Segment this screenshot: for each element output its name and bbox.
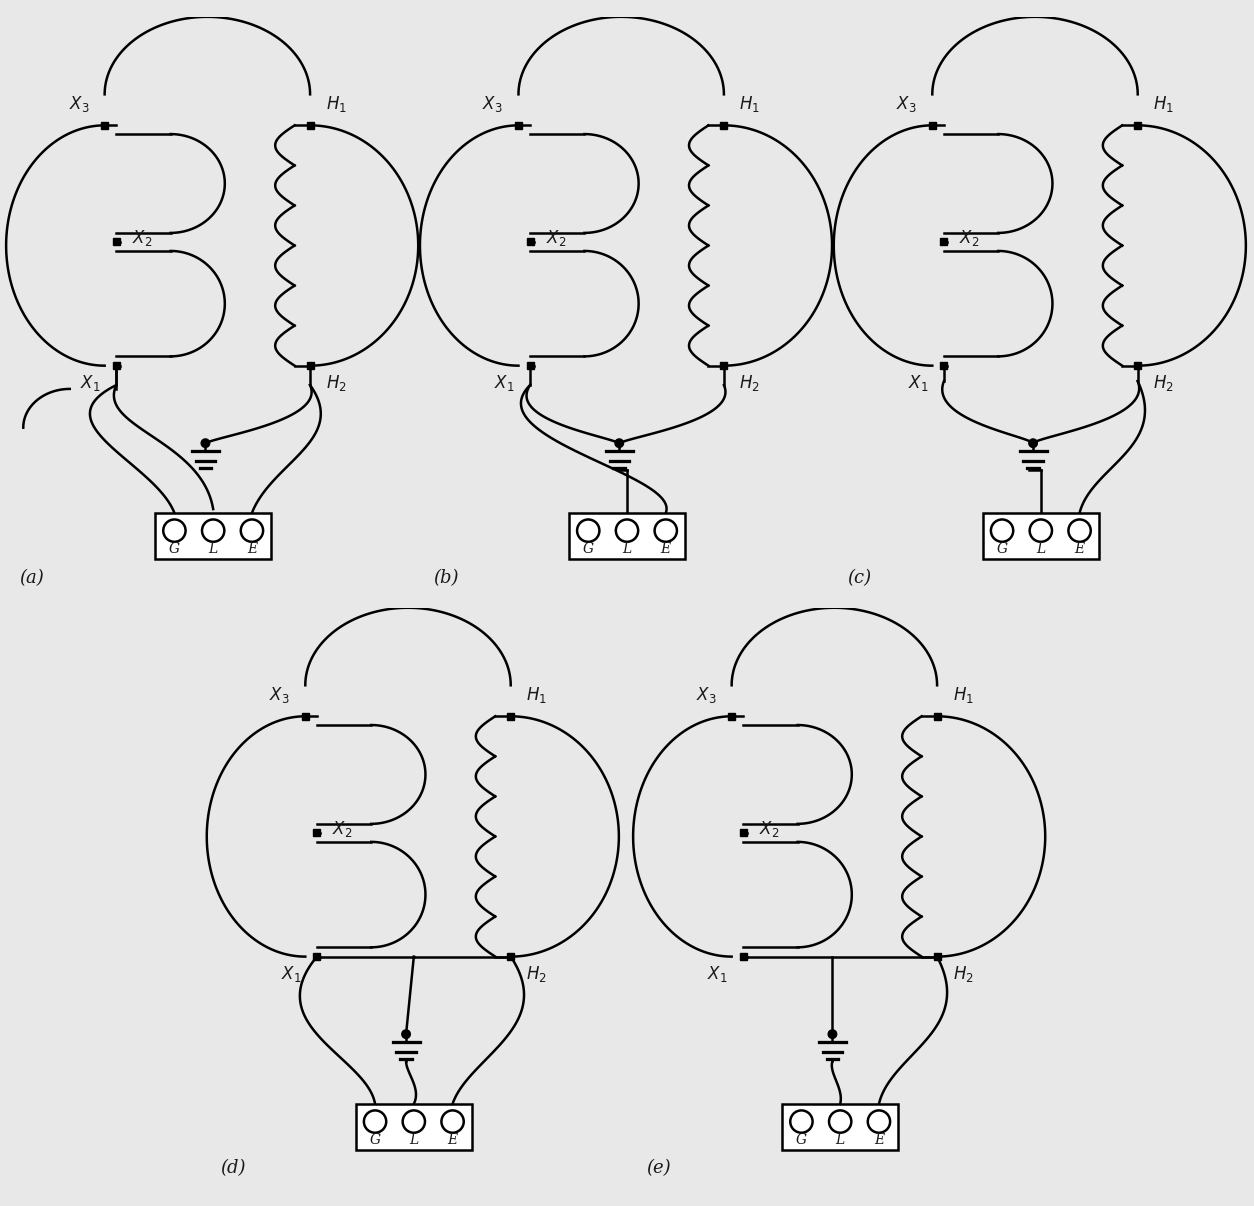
Text: $X_3$: $X_3$ — [270, 685, 290, 704]
Text: $X_3$: $X_3$ — [897, 94, 917, 113]
Circle shape — [1028, 439, 1037, 447]
Text: E: E — [874, 1134, 884, 1147]
Bar — [740, 829, 747, 836]
Text: $X_1$: $X_1$ — [80, 374, 100, 393]
Text: G: G — [796, 1134, 808, 1147]
Bar — [720, 362, 727, 369]
Text: E: E — [661, 543, 671, 556]
Bar — [314, 829, 321, 836]
Bar — [314, 953, 321, 960]
Bar — [933, 953, 940, 960]
Bar — [113, 238, 120, 245]
Text: L: L — [409, 1134, 419, 1147]
Bar — [113, 362, 120, 369]
Text: $H_2$: $H_2$ — [1154, 374, 1174, 393]
Text: $X_2$: $X_2$ — [959, 228, 979, 247]
Text: $X_1$: $X_1$ — [281, 965, 301, 984]
Bar — [507, 713, 514, 720]
Bar — [102, 122, 108, 129]
Text: $X_1$: $X_1$ — [707, 965, 727, 984]
Bar — [306, 122, 314, 129]
Circle shape — [828, 1030, 836, 1038]
Bar — [527, 362, 534, 369]
Text: $H_2$: $H_2$ — [953, 965, 973, 984]
Text: $X_2$: $X_2$ — [545, 228, 566, 247]
Text: (b): (b) — [433, 568, 459, 586]
Bar — [933, 713, 940, 720]
Text: $X_3$: $X_3$ — [69, 94, 89, 113]
Bar — [507, 953, 514, 960]
Bar — [356, 1103, 472, 1151]
Bar — [306, 362, 314, 369]
Text: L: L — [622, 543, 632, 556]
Bar — [983, 513, 1099, 560]
Text: (d): (d) — [219, 1159, 246, 1177]
Text: $X_2$: $X_2$ — [132, 228, 152, 247]
Text: $H_1$: $H_1$ — [1154, 94, 1174, 113]
Text: G: G — [997, 543, 1008, 556]
Bar — [302, 713, 308, 720]
Text: $H_1$: $H_1$ — [326, 94, 346, 113]
Text: $X_2$: $X_2$ — [759, 819, 779, 838]
Text: L: L — [208, 543, 218, 556]
Text: $H_1$: $H_1$ — [953, 685, 973, 704]
Bar — [569, 513, 685, 560]
Bar — [929, 122, 935, 129]
Text: E: E — [1075, 543, 1085, 556]
Text: $H_2$: $H_2$ — [326, 374, 346, 393]
Text: (c): (c) — [846, 568, 872, 586]
Bar — [940, 238, 948, 245]
Text: G: G — [583, 543, 594, 556]
Text: $X_1$: $X_1$ — [494, 374, 514, 393]
Text: G: G — [169, 543, 181, 556]
Bar — [729, 713, 735, 720]
Text: G: G — [370, 1134, 381, 1147]
Text: $H_2$: $H_2$ — [527, 965, 547, 984]
Bar — [1134, 122, 1141, 129]
Text: (e): (e) — [646, 1159, 671, 1177]
Text: (a): (a) — [19, 568, 44, 586]
Bar — [720, 122, 727, 129]
Text: E: E — [247, 543, 257, 556]
Bar — [782, 1103, 898, 1151]
Circle shape — [201, 439, 209, 447]
Circle shape — [401, 1030, 410, 1038]
Bar — [1134, 362, 1141, 369]
Bar — [740, 953, 747, 960]
Text: $H_1$: $H_1$ — [740, 94, 760, 113]
Text: $X_2$: $X_2$ — [332, 819, 352, 838]
Text: L: L — [1036, 543, 1046, 556]
Text: L: L — [835, 1134, 845, 1147]
Bar — [527, 238, 534, 245]
Text: $H_2$: $H_2$ — [740, 374, 760, 393]
Bar — [155, 513, 271, 560]
Text: E: E — [448, 1134, 458, 1147]
Circle shape — [614, 439, 623, 447]
Bar — [940, 362, 948, 369]
Text: $X_3$: $X_3$ — [696, 685, 716, 704]
Text: $X_1$: $X_1$ — [908, 374, 928, 393]
Text: $H_1$: $H_1$ — [527, 685, 547, 704]
Text: $X_3$: $X_3$ — [483, 94, 503, 113]
Bar — [515, 122, 522, 129]
